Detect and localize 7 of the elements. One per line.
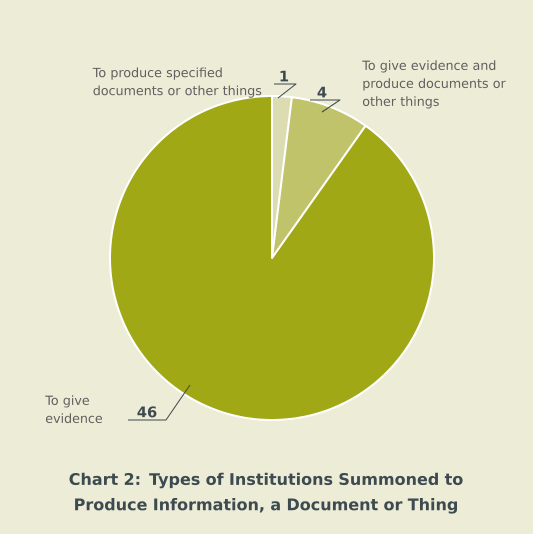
text: Chart 2: Types of Institutions Summoned to Produce Information, a Document or Thing — [70, 472, 463, 514]
data-label: 46 — [137, 406, 156, 418]
slice-label: To give evidence — [45, 395, 102, 424]
slice-label: To produce specified documents or other things — [92, 67, 262, 98]
data-label: 1 — [280, 70, 288, 82]
slice-label: To give evidence and produce documents or other things — [362, 60, 506, 109]
data-label: 4 — [318, 86, 326, 98]
